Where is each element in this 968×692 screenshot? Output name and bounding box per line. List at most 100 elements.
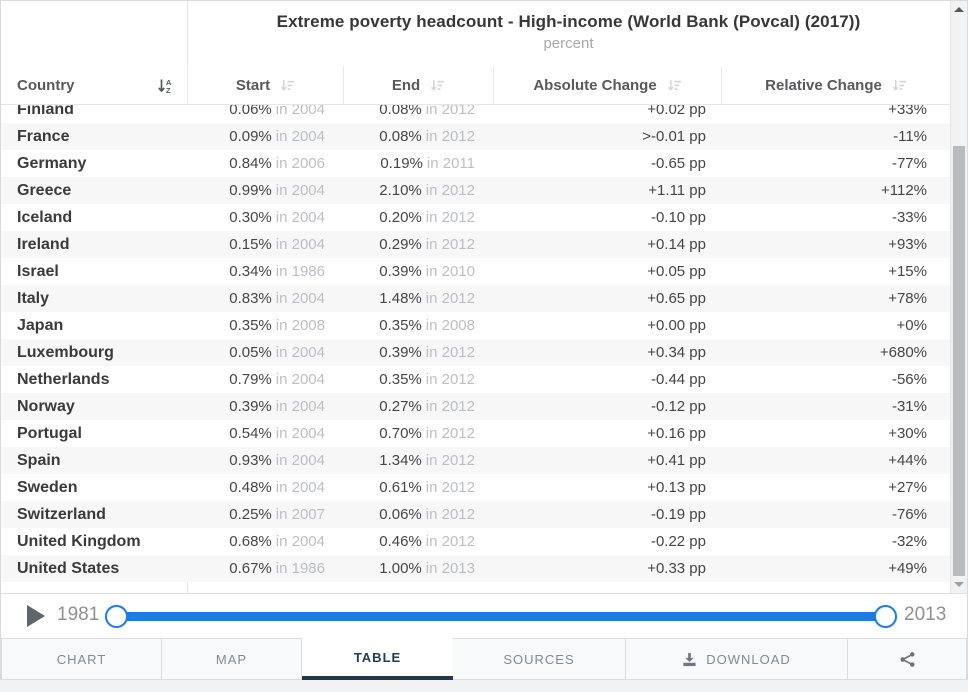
- table-row: United States 0.67% in 1986 1.00% in 2013 …: [1, 555, 950, 582]
- end-value: 0.39%: [379, 263, 422, 280]
- relative-change-cell: +27%: [888, 479, 927, 496]
- relative-change-cell: -77%: [891, 155, 927, 172]
- start-cell: 0.06% in 2004: [187, 105, 343, 118]
- start-value: 0.09%: [229, 128, 272, 145]
- end-cell: 1.34% in 2012: [343, 452, 493, 469]
- column-header-country[interactable]: Country A Z: [17, 77, 172, 94]
- table-row: Italy 0.83% in 2004 1.48% in 2012 +0.65 pp…: [1, 285, 950, 312]
- tab-download[interactable]: DOWNLOAD: [626, 638, 848, 680]
- start-year: in 2004: [275, 209, 325, 226]
- tab-share[interactable]: [848, 638, 967, 680]
- tab-table[interactable]: TABLE: [302, 638, 453, 680]
- end-cell: 0.20% in 2012: [343, 209, 493, 226]
- country-cell: Iceland: [17, 208, 73, 226]
- relative-change-cell: -56%: [891, 371, 927, 388]
- column-header-start[interactable]: Start: [187, 67, 343, 104]
- end-year: in 2011: [426, 155, 475, 172]
- tab-sources[interactable]: SOURCES: [453, 638, 626, 680]
- start-year: in 2004: [275, 371, 325, 388]
- relative-change-cell: +33%: [888, 105, 927, 118]
- end-year: in 2012: [425, 105, 475, 118]
- absolute-change-cell: -0.44 pp: [650, 371, 706, 388]
- table-row: Portugal 0.54% in 2004 0.70% in 2012 +0.16…: [1, 420, 950, 447]
- relative-change-cell: +680%: [879, 344, 927, 361]
- end-value: 0.29%: [379, 236, 422, 253]
- start-cell: 0.05% in 2004: [187, 344, 343, 361]
- relative-change-cell: +44%: [888, 452, 927, 469]
- country-cell: Finland: [17, 105, 74, 118]
- sort-amount-icon: [430, 78, 445, 93]
- start-value: 0.05%: [229, 344, 272, 361]
- country-cell: Switzerland: [17, 505, 106, 523]
- country-cell: Netherlands: [17, 370, 110, 388]
- start-value: 0.39%: [229, 398, 272, 415]
- start-value: 0.68%: [229, 533, 272, 550]
- start-value: 0.15%: [229, 236, 272, 253]
- country-cell: Norway: [17, 397, 75, 415]
- end-value: 0.20%: [379, 209, 422, 226]
- year-range-slider[interactable]: [105, 594, 897, 639]
- end-year: in 2012: [425, 290, 475, 307]
- timeline-start-year: 1981: [57, 604, 100, 625]
- slider-track[interactable]: [109, 612, 893, 621]
- absolute-change-cell: +0.14 pp: [647, 236, 706, 253]
- country-cell: Portugal: [17, 424, 82, 442]
- table-row: Switzerland 0.25% in 2007 0.06% in 2012 -0…: [1, 501, 950, 528]
- start-value: 0.84%: [229, 155, 272, 172]
- tab-map[interactable]: MAP: [162, 638, 302, 680]
- play-button[interactable]: [27, 603, 53, 629]
- table-row: Netherlands 0.79% in 2004 0.35% in 2012 -0…: [1, 366, 950, 393]
- end-year: in 2012: [425, 533, 475, 550]
- start-cell: 0.34% in 1986: [187, 263, 343, 280]
- play-icon: [27, 605, 45, 627]
- table-row: Finland 0.06% in 2004 0.08% in 2012 +0.02 …: [1, 105, 950, 123]
- table-viewport: Finland 0.06% in 2004 0.08% in 2012 +0.02 …: [1, 105, 950, 593]
- table-row: Ireland 0.15% in 2004 0.29% in 2012 +0.14 …: [1, 231, 950, 258]
- arrow-down-icon: [954, 582, 964, 587]
- column-header-relative-change[interactable]: Relative Change: [721, 67, 950, 104]
- start-year: in 2004: [275, 425, 325, 442]
- arrow-up-icon: [954, 7, 964, 12]
- table-area: Extreme poverty headcount - High-income …: [1, 1, 967, 593]
- column-header-end[interactable]: End: [343, 67, 493, 104]
- end-year: in 2013: [425, 560, 475, 577]
- table-row: Israel 0.34% in 1986 0.39% in 2010 +0.05 p…: [1, 258, 950, 285]
- tab-chart[interactable]: CHART: [1, 638, 162, 680]
- table-row: Luxembourg 0.05% in 2004 0.39% in 2012 +0.…: [1, 339, 950, 366]
- start-year: in 2004: [275, 533, 325, 550]
- start-cell: 0.35% in 2008: [187, 317, 343, 334]
- end-cell: 0.39% in 2012: [343, 344, 493, 361]
- relative-change-cell: +78%: [888, 290, 927, 307]
- start-cell: 0.25% in 2007: [187, 506, 343, 523]
- relative-change-cell: -11%: [893, 128, 927, 145]
- vertical-scrollbar[interactable]: [950, 1, 967, 593]
- start-cell: 0.83% in 2004: [187, 290, 343, 307]
- start-year: in 2004: [275, 105, 325, 118]
- country-cell: France: [17, 127, 70, 145]
- scroll-up-button[interactable]: [951, 1, 967, 18]
- start-value: 0.54%: [229, 425, 272, 442]
- end-value: 0.19%: [380, 155, 423, 172]
- absolute-change-cell: -0.12 pp: [650, 398, 706, 415]
- column-header-row: Country A Z Start: [1, 67, 950, 105]
- table-row: Iceland 0.30% in 2004 0.20% in 2012 -0.10 …: [1, 204, 950, 231]
- country-cell: Israel: [17, 262, 59, 280]
- column-header-absolute-change[interactable]: Absolute Change: [493, 67, 721, 104]
- relative-change-cell: +30%: [888, 425, 927, 442]
- start-year: in 2004: [275, 398, 325, 415]
- end-cell: 0.29% in 2012: [343, 236, 493, 253]
- end-cell: 1.48% in 2012: [343, 290, 493, 307]
- start-value: 0.93%: [229, 452, 272, 469]
- slider-handle-start[interactable]: [105, 605, 128, 628]
- end-cell: 0.70% in 2012: [343, 425, 493, 442]
- scrollbar-thumb[interactable]: [953, 146, 965, 576]
- slider-handle-end[interactable]: [874, 605, 897, 628]
- end-year: in 2012: [425, 425, 475, 442]
- scroll-down-button[interactable]: [951, 576, 967, 593]
- relative-change-cell: -32%: [891, 533, 927, 550]
- start-year: in 1986: [275, 560, 325, 577]
- absolute-change-cell: +0.05 pp: [647, 263, 706, 280]
- start-year: in 2004: [275, 236, 325, 253]
- start-year: in 2007: [275, 506, 325, 523]
- absolute-change-cell: +0.33 pp: [647, 560, 706, 577]
